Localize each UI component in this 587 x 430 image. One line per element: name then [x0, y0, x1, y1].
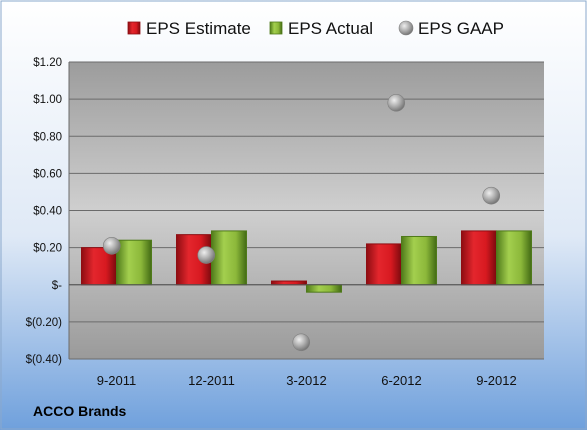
x-tick-label: 3-2012 [286, 373, 326, 388]
plot-area [69, 61, 544, 360]
legend-swatch [269, 21, 283, 35]
y-tick-label: $0.20 [33, 243, 62, 255]
eps-actual-bar [306, 284, 342, 293]
legend-swatch [127, 21, 141, 35]
x-tick-label: 9-2012 [476, 373, 516, 388]
y-tick-label: $1.00 [33, 94, 62, 106]
eps-actual-bar [116, 239, 152, 286]
eps-actual-bar [401, 235, 437, 286]
eps-gaap-point [292, 333, 311, 352]
eps-estimate-bar [366, 243, 402, 286]
y-tick-label: $0.40 [33, 206, 62, 218]
y-tick-label: $- [52, 280, 62, 292]
y-tick-label: $(0.40) [26, 354, 63, 366]
legend-swatch [398, 20, 414, 36]
legend-label: EPS Actual [288, 19, 373, 38]
y-tick-label: $0.80 [33, 131, 62, 143]
eps-estimate-bar [271, 280, 307, 286]
company-name: ACCO Brands [33, 403, 127, 419]
legend-label: EPS Estimate [146, 19, 251, 38]
legend-label: EPS GAAP [418, 19, 504, 38]
eps-actual-bar [496, 230, 532, 286]
chart-marks [69, 94, 544, 352]
x-tick-label: 6-2012 [381, 373, 421, 388]
y-axis: $1.20 $1.00 $0.80 $0.60 $0.40 $0.20 $- $(0.20) $… [26, 57, 70, 366]
y-tick-label: $0.60 [33, 168, 62, 180]
eps-gaap-point [102, 236, 121, 255]
eps-estimate-bar [461, 230, 497, 286]
x-tick-label: 12-2011 [188, 373, 235, 388]
eps-gaap-point [197, 246, 216, 264]
x-tick-label: 9-2011 [97, 373, 137, 388]
legend: EPS Estimate EPS Actual EPS GAAP [127, 19, 504, 38]
x-axis: 9-2011 12-2011 3-2012 6-2012 9-2012 [97, 373, 517, 388]
y-tick-label: $(0.20) [26, 317, 63, 329]
eps-gaap-point [387, 94, 406, 112]
eps-gaap-point [482, 186, 501, 205]
y-tick-label: $1.20 [33, 57, 62, 69]
eps-actual-bar [211, 230, 247, 286]
